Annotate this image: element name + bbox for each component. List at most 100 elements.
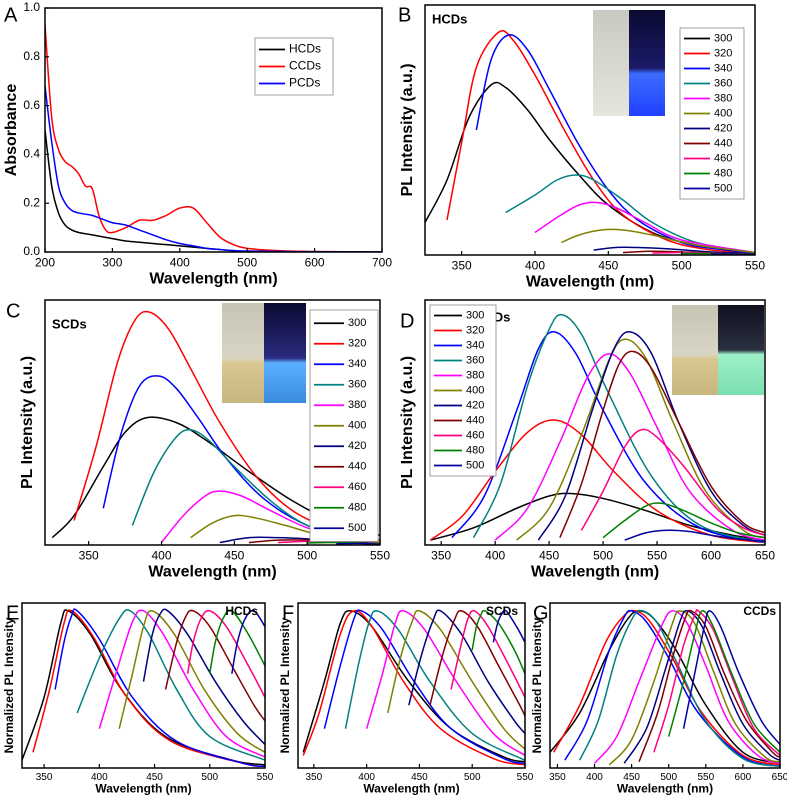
series-line	[451, 331, 765, 544]
legend-label: 380	[466, 369, 484, 381]
y-tick-label: 0.0	[23, 244, 40, 258]
panel: 350 400 450 500 550 600 650 Wavelength (nm) Norm…	[530, 602, 787, 796]
inset-photo	[593, 10, 665, 116]
series-group	[429, 313, 765, 544]
series-line	[98, 609, 265, 758]
series-group	[22, 608, 265, 768]
legend-label: 420	[348, 440, 366, 452]
series-group	[302, 609, 525, 766]
inset-photo	[222, 303, 306, 403]
plot-frame	[44, 299, 381, 546]
inset-photo	[672, 305, 764, 395]
x-tick-label: 550	[517, 772, 534, 783]
legend-label: 460	[466, 429, 484, 441]
plot-frame	[44, 7, 383, 253]
plot-frame	[549, 602, 781, 769]
legend-label: 300	[348, 317, 366, 329]
x-axis-label: Wavelength (nm)	[149, 270, 277, 287]
series-line	[22, 609, 265, 766]
legend-label: 480	[348, 502, 366, 514]
legend-label: 480	[714, 167, 732, 179]
x-tick-label: 500	[672, 259, 692, 273]
x-tick-label: 450	[411, 772, 428, 783]
legend-label: 360	[348, 379, 366, 391]
series-line	[494, 353, 765, 541]
legend-label: 340	[348, 358, 366, 370]
legend-label: 400	[714, 107, 732, 119]
series-line	[45, 85, 382, 252]
x-tick-label: 500	[297, 549, 317, 563]
legend-label: 340	[466, 339, 484, 351]
plot-frame	[21, 602, 266, 769]
plot-frame	[297, 602, 526, 769]
series-group	[550, 609, 780, 768]
legend-label: 480	[466, 444, 484, 456]
x-tick-label: 500	[201, 772, 218, 783]
series-line	[408, 609, 525, 734]
panel-letter: G	[533, 602, 549, 624]
x-tick-label: 400	[586, 772, 603, 783]
series-line	[51, 416, 380, 539]
x-tick-label: 450	[598, 259, 618, 273]
legend-label: 300	[714, 32, 732, 44]
legend-label: 400	[466, 384, 484, 396]
series-line	[54, 608, 265, 768]
x-tick-label: 400	[91, 772, 108, 783]
series-line	[475, 34, 755, 254]
series-line	[450, 609, 525, 698]
x-axis-label: Wavelength (nm)	[95, 782, 191, 796]
x-tick-label: 550	[745, 259, 765, 273]
x-axis-label: Wavelength (nm)	[526, 273, 654, 290]
y-tick-label: 0.2	[23, 195, 40, 209]
x-tick-label: 500	[464, 772, 481, 783]
x-tick-label: 200	[35, 256, 55, 270]
x-tick-label: 300	[102, 256, 122, 270]
x-tick-label: 500	[593, 549, 613, 563]
x-tick-label: 400	[525, 259, 545, 273]
series-group	[51, 310, 380, 545]
series-line	[593, 610, 780, 765]
series-line	[45, 25, 382, 252]
panel: 350 400 450 500 550 Wavelength (nm) Normalized…	[278, 602, 534, 796]
series-line	[505, 174, 755, 254]
x-tick-label: 350	[79, 549, 99, 563]
series-line	[537, 331, 765, 541]
series-line	[365, 609, 525, 757]
y-axis-label: Normalized PL Intensity	[2, 617, 16, 753]
series-line	[471, 609, 525, 675]
series-line	[638, 609, 780, 762]
legend-label: 360	[466, 354, 484, 366]
series-line	[624, 529, 765, 543]
legend-label: 380	[714, 92, 732, 104]
x-tick-label: 500	[237, 256, 257, 270]
panel-letter: E	[6, 602, 19, 624]
x-tick-label: 350	[36, 772, 53, 783]
plot-frame	[424, 4, 756, 256]
series-line	[602, 502, 765, 539]
series-group	[45, 25, 382, 252]
panel-title: SCDs	[486, 604, 518, 618]
y-axis-label: Normalized PL Intensity	[530, 617, 544, 753]
series-line	[425, 81, 755, 254]
panel: 350 400 450 500 550 Wavelength (nm) Normalized…	[2, 602, 274, 796]
series-line	[534, 201, 755, 254]
series-line	[118, 609, 265, 753]
plot-frame	[424, 299, 766, 546]
panel-title: HCDs	[225, 604, 258, 618]
legend-label: 380	[348, 399, 366, 411]
series-line	[45, 129, 382, 252]
legend-label: 320	[714, 47, 732, 59]
y-axis-label: PL Intensity (a.u.)	[19, 356, 36, 489]
legend-label: 400	[348, 420, 366, 432]
x-tick-label: 450	[224, 549, 244, 563]
x-axis-label: Wavelength (nm)	[531, 563, 659, 580]
panel-title: CCDs	[743, 604, 776, 618]
series-line	[446, 30, 755, 254]
series-line	[553, 609, 780, 766]
x-tick-label: 650	[772, 772, 787, 783]
x-tick-label: 400	[152, 549, 172, 563]
legend-label: 300	[466, 309, 484, 321]
legend-label: 500	[348, 522, 366, 534]
